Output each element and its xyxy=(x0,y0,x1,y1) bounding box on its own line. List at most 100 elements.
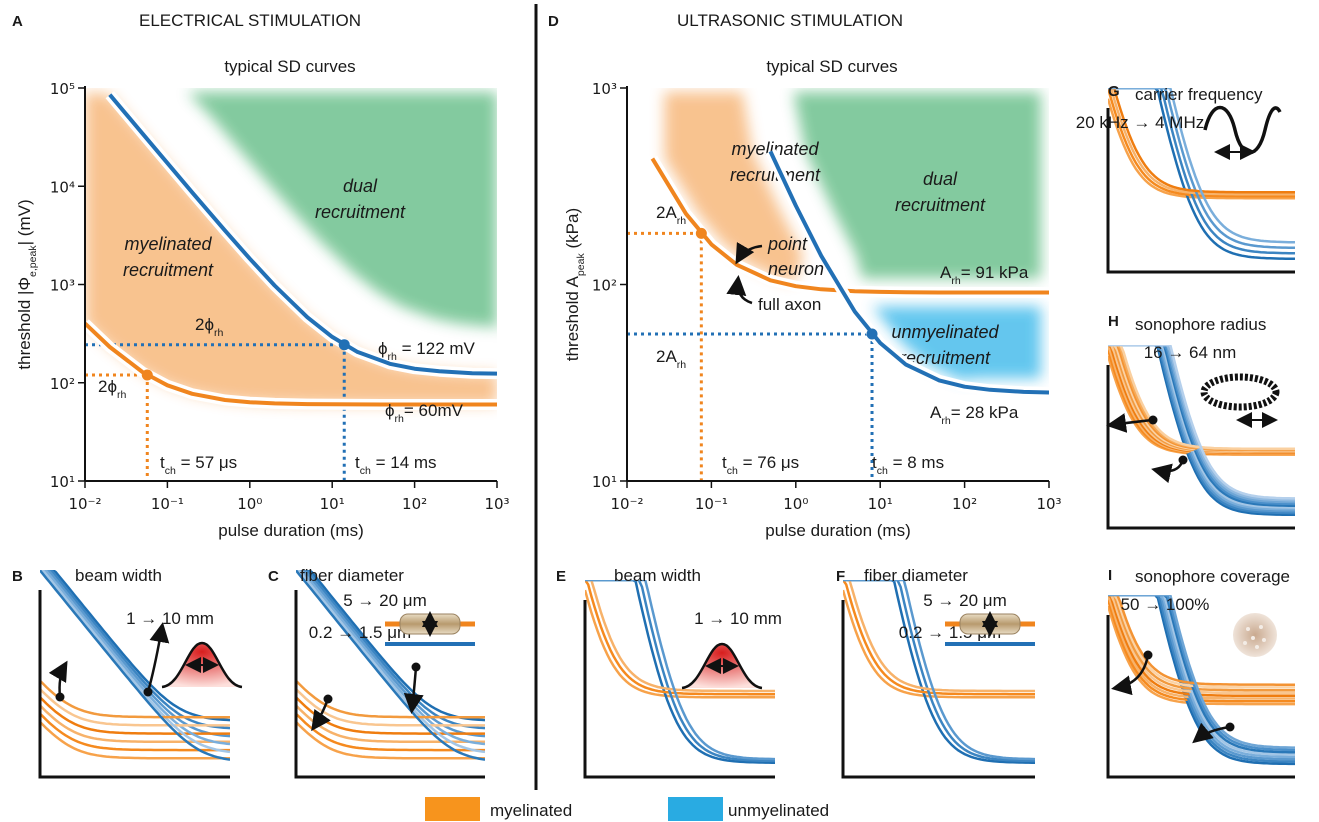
sketch-curve xyxy=(1108,595,1295,754)
panel-letter: D xyxy=(548,13,559,30)
sd-curve xyxy=(650,157,1049,295)
sketch-curve xyxy=(1108,345,1295,513)
sketch-curve xyxy=(843,580,1035,763)
trend-dot xyxy=(1225,722,1235,732)
sketch-curve xyxy=(1108,345,1295,504)
chronaxie-point xyxy=(141,369,153,381)
rheobase-double-label-part: rh xyxy=(677,215,687,227)
sketch-curve xyxy=(843,580,1035,693)
sketch-axes xyxy=(1106,108,1295,274)
sketch-curve xyxy=(40,688,230,727)
sketch-curve xyxy=(1108,595,1295,686)
chronaxie-point xyxy=(695,227,707,239)
rheobase-label-part: = 28 kPa xyxy=(951,403,1019,422)
rheobase-double-label-part: 2A xyxy=(656,203,677,222)
chronaxie-label-part: ch xyxy=(360,465,371,477)
panel-title: beam width xyxy=(614,566,701,585)
panel-title: fiber diameter xyxy=(864,566,968,585)
coverage-disk xyxy=(1233,613,1277,657)
rheobase-label: Arh= 28 kPa xyxy=(930,403,1019,427)
sketch-curve xyxy=(1108,345,1295,507)
sd-curve xyxy=(108,93,497,376)
sketch-curve xyxy=(843,580,1035,696)
x-tick-label: 10⁻² xyxy=(68,495,101,513)
chart-title: typical SD curves xyxy=(224,57,355,76)
panel-title: carrier frequency xyxy=(1135,85,1263,104)
legend-label: myelinated xyxy=(490,801,572,820)
trend-dot xyxy=(143,687,153,697)
header: ELECTRICAL STIMULATION xyxy=(139,11,361,30)
range-label: 20 kHz → 4 MHz xyxy=(1076,113,1204,132)
y-tick-label: 10³ xyxy=(592,80,617,98)
rheobase-double-label-part: rh xyxy=(214,327,224,339)
range-label: 5 → 20 μm xyxy=(923,591,1007,610)
sketch-axes xyxy=(1106,615,1295,779)
sketch-curve xyxy=(40,570,230,761)
sketch-curve xyxy=(1108,345,1295,509)
sketch-curve xyxy=(1108,345,1295,500)
rheobase-label-part: A xyxy=(930,403,942,422)
y-tick-label: 10¹ xyxy=(592,473,617,491)
x-tick-label: 10⁻¹ xyxy=(695,495,728,513)
beam-outline xyxy=(161,641,243,689)
range-label: 16 → 64 nm xyxy=(1144,343,1237,362)
y-axis-title-part: threshold A xyxy=(563,275,582,361)
region-label: recruitment xyxy=(900,348,991,368)
sketch-curve xyxy=(585,580,775,693)
chronaxie-label-part: ch xyxy=(877,465,888,477)
y-tick-label: 10⁴ xyxy=(50,178,75,196)
range-label: 50 → 100% xyxy=(1121,595,1210,614)
note: neuron xyxy=(768,259,824,279)
y-axis-title: threshold Apeak (kPa) xyxy=(563,208,587,361)
sketch-curve xyxy=(40,570,230,730)
x-tick-label: 10² xyxy=(952,495,977,513)
sine-icon xyxy=(1203,106,1282,154)
panel-letter: B xyxy=(12,568,23,585)
note-arrow xyxy=(735,242,763,265)
sketch-curve xyxy=(40,679,230,719)
sketch-curve xyxy=(585,580,775,696)
sketch-curve xyxy=(1108,595,1295,689)
region-label: dual xyxy=(923,169,958,189)
beam-outline xyxy=(681,642,763,690)
coverage-dot xyxy=(1255,645,1259,649)
trend-dot xyxy=(55,692,65,702)
rheobase-label: Arh= 91 kPa xyxy=(940,263,1029,287)
panel-letter: H xyxy=(1108,313,1119,330)
rheobase-label-part: rh xyxy=(395,413,405,425)
panel-title: sonophore coverage xyxy=(1135,567,1290,586)
chronaxie-point xyxy=(338,339,350,351)
x-tick-label: 10⁻¹ xyxy=(151,495,184,513)
sketch-curve xyxy=(1108,88,1295,250)
note: point xyxy=(767,234,808,254)
trend-dot xyxy=(323,694,333,704)
sketch-axes xyxy=(38,590,230,779)
sketch-curve xyxy=(296,570,485,754)
region-label: dual xyxy=(343,176,378,196)
sketch-curve xyxy=(1108,88,1295,198)
sketch-curve xyxy=(843,589,1035,699)
sonophore-ring xyxy=(1200,373,1280,411)
rheobase-label-part: rh xyxy=(388,351,398,363)
sketch-curve xyxy=(40,704,230,744)
rheobase-label-part: = 122 mV xyxy=(397,339,476,358)
x-axis-title: pulse duration (ms) xyxy=(765,521,911,540)
legend-label: unmyelinated xyxy=(728,801,829,820)
chronaxie-label-part: = 8 ms xyxy=(888,453,944,472)
region-myelinated xyxy=(664,92,804,281)
legend-swatch xyxy=(668,797,723,821)
rheobase-double-label-part: 2ϕ xyxy=(98,377,117,396)
trend-dot xyxy=(411,662,421,672)
panel-letter: F xyxy=(836,568,845,585)
coverage-dot xyxy=(1262,638,1266,642)
sketch-curve xyxy=(40,696,230,735)
rheobase-label-part: = 60mV xyxy=(404,401,464,420)
rheobase-double-label: 2Arh xyxy=(656,347,686,371)
chronaxie-label-part: = 76 μs xyxy=(738,453,799,472)
panel-letter: G xyxy=(1108,83,1120,100)
sketch-curve xyxy=(1108,595,1295,749)
note: full axon xyxy=(758,295,821,314)
y-axis-title-part: | (mV) xyxy=(15,199,34,245)
chronaxie-label-part: t xyxy=(160,453,165,472)
x-tick-label: 10² xyxy=(402,495,427,513)
